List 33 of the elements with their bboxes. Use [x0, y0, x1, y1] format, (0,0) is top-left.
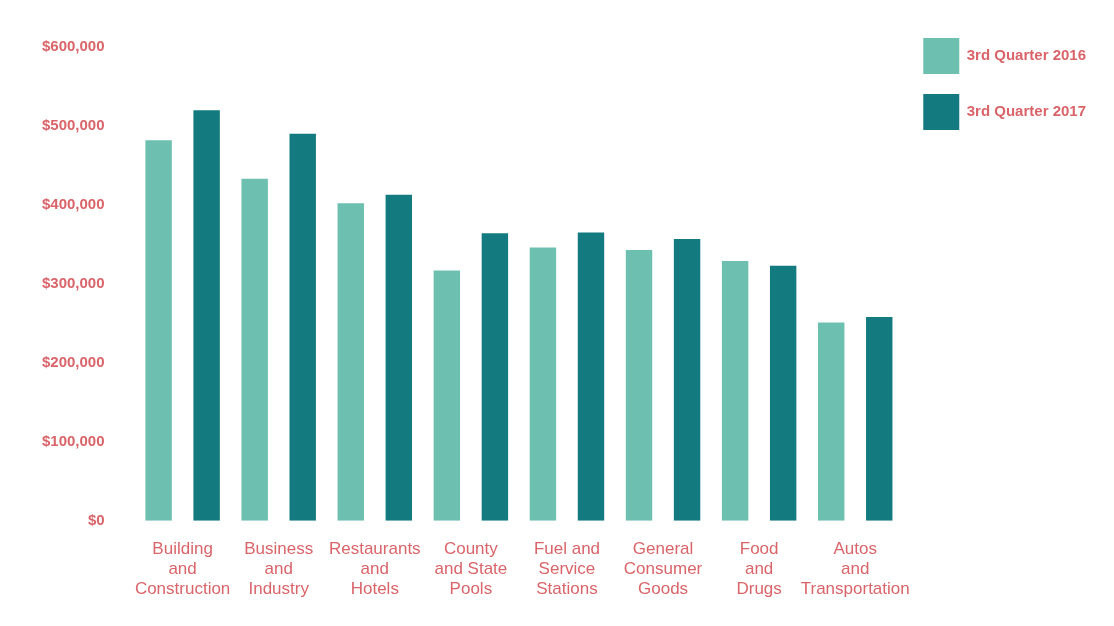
y-tick-label: $400,000	[41, 195, 105, 213]
bar	[385, 194, 413, 521]
bar	[289, 133, 316, 521]
bar	[433, 270, 461, 521]
bar	[241, 178, 268, 521]
legend-label: 3rd Quarter 2017	[966, 102, 1086, 120]
bar	[529, 247, 557, 521]
bar	[866, 317, 893, 521]
y-tick-label: $200,000	[41, 353, 105, 371]
x-tick-label: General Consumer Goods	[623, 538, 703, 599]
bar	[577, 232, 605, 521]
x-tick-label: Fuel and Service Stations	[533, 538, 601, 599]
y-tick-label: $500,000	[41, 116, 105, 134]
x-tick-label: Building and Construction	[134, 538, 231, 599]
bar	[481, 233, 509, 521]
x-tick-label: County and State Pools	[434, 538, 508, 599]
bar	[625, 249, 653, 521]
bar	[817, 322, 845, 521]
bar	[145, 140, 172, 521]
y-tick-label: $0	[87, 510, 105, 528]
bar	[769, 265, 797, 521]
x-tick-label: Business and Industry	[244, 538, 314, 599]
legend-label: 3rd Quarter 2016	[966, 46, 1086, 64]
x-tick-label: Restaurants and Hotels	[328, 538, 421, 599]
y-tick-label: $600,000	[41, 37, 105, 55]
bar	[337, 203, 364, 521]
x-tick-label: Food and Drugs	[736, 538, 782, 599]
bar	[193, 110, 220, 521]
bar	[673, 238, 701, 521]
y-tick-label: $100,000	[41, 431, 105, 449]
bar	[721, 261, 749, 521]
y-tick-label: $300,000	[41, 274, 105, 292]
x-tick-label: Autos and Transportation	[800, 538, 910, 599]
